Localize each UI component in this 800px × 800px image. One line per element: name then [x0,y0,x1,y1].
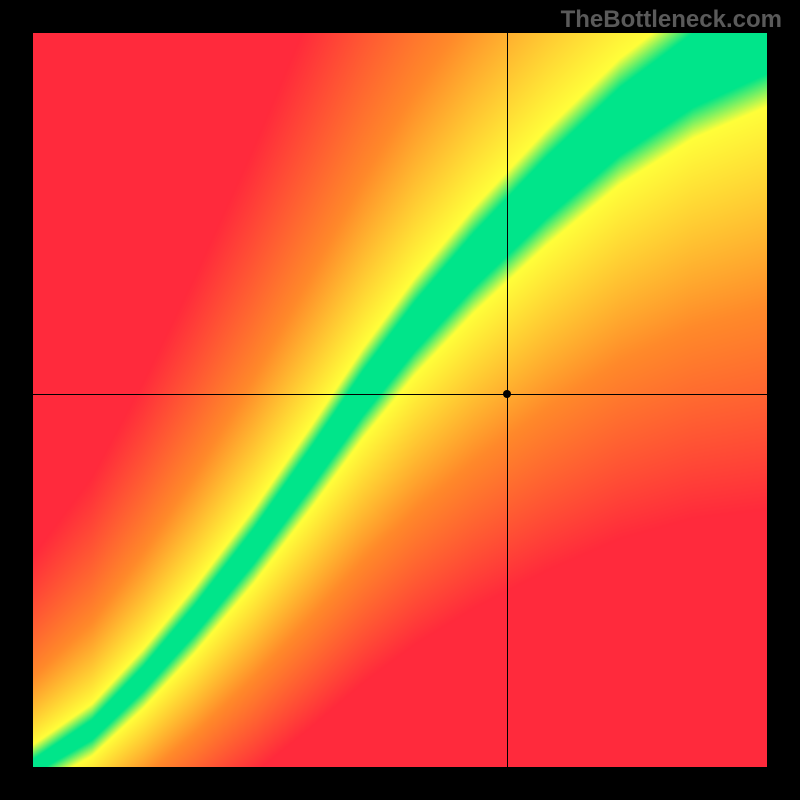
heatmap-plot [33,33,767,767]
watermark-text: TheBottleneck.com [561,6,782,34]
crosshair-vertical [507,33,508,767]
heatmap-canvas [33,33,767,767]
crosshair-horizontal [33,394,767,395]
crosshair-dot [503,390,511,398]
